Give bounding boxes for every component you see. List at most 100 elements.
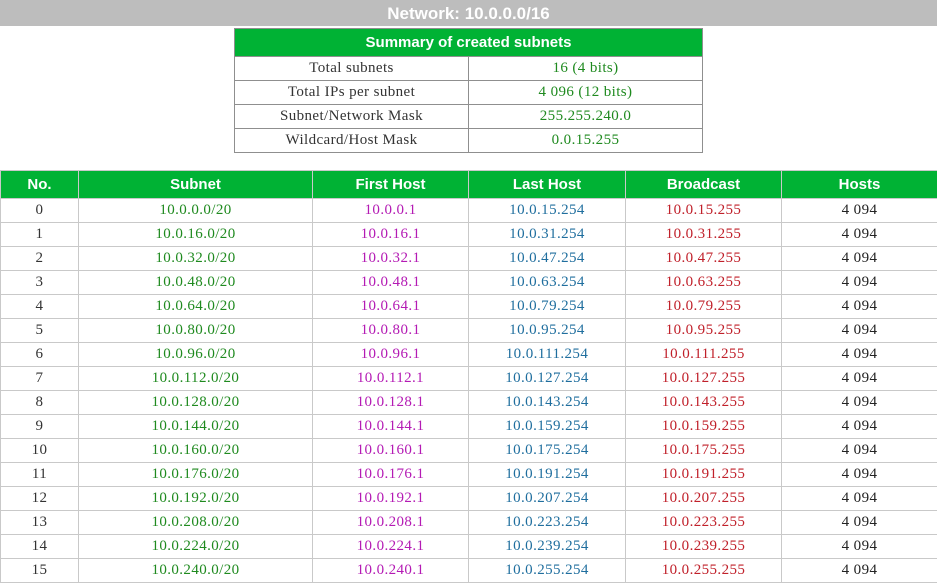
cell-broadcast: 10.0.255.255 [625,558,782,583]
table-row: 0 10.0.0.0/20 10.0.0.1 10.0.15.254 10.0.… [0,198,937,223]
cell-subnet: 10.0.176.0/20 [78,462,313,487]
cell-first-host: 10.0.192.1 [312,486,469,511]
cell-subnet: 10.0.192.0/20 [78,486,313,511]
table-row: 6 10.0.96.0/20 10.0.96.1 10.0.111.254 10… [0,342,937,367]
cell-subnet: 10.0.64.0/20 [78,294,313,319]
cell-broadcast: 10.0.127.255 [625,366,782,391]
cell-subnet: 10.0.48.0/20 [78,270,313,295]
cell-subnet: 10.0.208.0/20 [78,510,313,535]
summary-value: 16 (4 bits) [468,56,703,81]
table-row: 8 10.0.128.0/20 10.0.128.1 10.0.143.254 … [0,390,937,415]
cell-hosts: 4 094 [781,318,937,343]
cell-hosts: 4 094 [781,294,937,319]
table-row: 11 10.0.176.0/20 10.0.176.1 10.0.191.254… [0,462,937,487]
cell-last-host: 10.0.79.254 [468,294,626,319]
header-no: No. [0,170,79,199]
cell-last-host: 10.0.191.254 [468,462,626,487]
cell-first-host: 10.0.208.1 [312,510,469,535]
cell-hosts: 4 094 [781,342,937,367]
cell-last-host: 10.0.223.254 [468,510,626,535]
cell-last-host: 10.0.175.254 [468,438,626,463]
cell-first-host: 10.0.16.1 [312,222,469,247]
cell-hosts: 4 094 [781,270,937,295]
summary-table: Summary of created subnets Total subnets… [234,28,703,153]
summary-row: Wildcard/Host Mask 0.0.15.255 [234,128,703,153]
cell-subnet: 10.0.0.0/20 [78,198,313,223]
cell-broadcast: 10.0.175.255 [625,438,782,463]
cell-hosts: 4 094 [781,414,937,439]
cell-broadcast: 10.0.111.255 [625,342,782,367]
cell-first-host: 10.0.48.1 [312,270,469,295]
cell-hosts: 4 094 [781,390,937,415]
cell-no: 3 [0,270,79,295]
summary-value: 0.0.15.255 [468,128,703,153]
cell-no: 10 [0,438,79,463]
cell-broadcast: 10.0.63.255 [625,270,782,295]
cell-last-host: 10.0.63.254 [468,270,626,295]
cell-subnet: 10.0.16.0/20 [78,222,313,247]
subnets-table: No. Subnet First Host Last Host Broadcas… [0,170,937,583]
cell-broadcast: 10.0.15.255 [625,198,782,223]
summary-title: Summary of created subnets [234,28,703,57]
cell-last-host: 10.0.15.254 [468,198,626,223]
cell-first-host: 10.0.0.1 [312,198,469,223]
cell-first-host: 10.0.144.1 [312,414,469,439]
cell-broadcast: 10.0.191.255 [625,462,782,487]
cell-hosts: 4 094 [781,486,937,511]
cell-broadcast: 10.0.239.255 [625,534,782,559]
table-row: 9 10.0.144.0/20 10.0.144.1 10.0.159.254 … [0,414,937,439]
cell-last-host: 10.0.143.254 [468,390,626,415]
summary-value: 4 096 (12 bits) [468,80,703,105]
cell-first-host: 10.0.80.1 [312,318,469,343]
table-row: 15 10.0.240.0/20 10.0.240.1 10.0.255.254… [0,558,937,583]
cell-broadcast: 10.0.95.255 [625,318,782,343]
cell-subnet: 10.0.160.0/20 [78,438,313,463]
summary-row: Subnet/Network Mask 255.255.240.0 [234,104,703,129]
cell-first-host: 10.0.32.1 [312,246,469,271]
cell-no: 6 [0,342,79,367]
cell-hosts: 4 094 [781,198,937,223]
cell-no: 7 [0,366,79,391]
cell-first-host: 10.0.240.1 [312,558,469,583]
cell-first-host: 10.0.112.1 [312,366,469,391]
subnets-header-row: No. Subnet First Host Last Host Broadcas… [0,170,937,199]
table-row: 14 10.0.224.0/20 10.0.224.1 10.0.239.254… [0,534,937,559]
cell-hosts: 4 094 [781,246,937,271]
summary-value: 255.255.240.0 [468,104,703,129]
cell-broadcast: 10.0.47.255 [625,246,782,271]
cell-no: 11 [0,462,79,487]
cell-last-host: 10.0.159.254 [468,414,626,439]
cell-no: 15 [0,558,79,583]
cell-subnet: 10.0.144.0/20 [78,414,313,439]
table-row: 2 10.0.32.0/20 10.0.32.1 10.0.47.254 10.… [0,246,937,271]
cell-last-host: 10.0.239.254 [468,534,626,559]
header-last-host: Last Host [468,170,626,199]
network-title: Network: 10.0.0.0/16 [0,0,937,26]
cell-subnet: 10.0.224.0/20 [78,534,313,559]
cell-last-host: 10.0.127.254 [468,366,626,391]
header-subnet: Subnet [78,170,313,199]
cell-subnet: 10.0.80.0/20 [78,318,313,343]
cell-broadcast: 10.0.159.255 [625,414,782,439]
cell-first-host: 10.0.176.1 [312,462,469,487]
cell-last-host: 10.0.47.254 [468,246,626,271]
summary-label: Wildcard/Host Mask [234,128,469,153]
cell-hosts: 4 094 [781,510,937,535]
cell-hosts: 4 094 [781,222,937,247]
cell-no: 9 [0,414,79,439]
cell-no: 2 [0,246,79,271]
cell-broadcast: 10.0.223.255 [625,510,782,535]
table-row: 10 10.0.160.0/20 10.0.160.1 10.0.175.254… [0,438,937,463]
cell-no: 1 [0,222,79,247]
cell-hosts: 4 094 [781,534,937,559]
cell-last-host: 10.0.31.254 [468,222,626,247]
header-broadcast: Broadcast [625,170,782,199]
cell-no: 4 [0,294,79,319]
header-first-host: First Host [312,170,469,199]
table-row: 3 10.0.48.0/20 10.0.48.1 10.0.63.254 10.… [0,270,937,295]
cell-no: 5 [0,318,79,343]
table-row: 1 10.0.16.0/20 10.0.16.1 10.0.31.254 10.… [0,222,937,247]
summary-row: Total subnets 16 (4 bits) [234,56,703,81]
summary-label: Total IPs per subnet [234,80,469,105]
cell-hosts: 4 094 [781,558,937,583]
